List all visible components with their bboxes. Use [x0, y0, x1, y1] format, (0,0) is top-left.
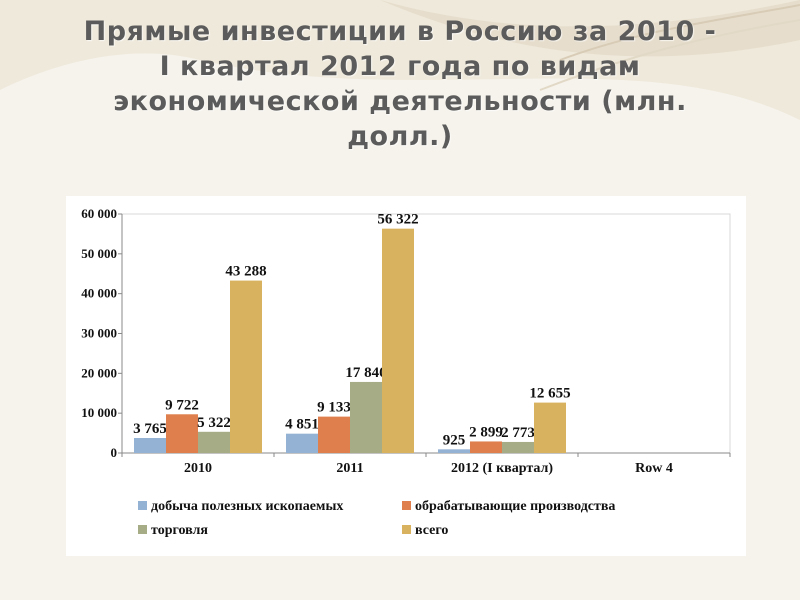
data-label: 2 899 [469, 424, 503, 440]
data-label: 56 322 [377, 212, 418, 228]
data-label: 925 [443, 432, 466, 448]
legend-swatch [402, 525, 411, 534]
legend-swatch [138, 525, 147, 534]
data-label: 3 765 [133, 421, 167, 437]
title-line-1: Прямые инвестиции в Россию за 2010 - [83, 16, 717, 47]
y-tick-label: 20 000 [81, 365, 117, 380]
bar [318, 416, 350, 453]
legend-swatch [402, 501, 411, 510]
title-line-4: долл.) [347, 121, 453, 152]
bar [230, 280, 262, 453]
bar [286, 433, 318, 453]
bar [534, 402, 566, 453]
bar [166, 414, 198, 453]
legend-swatch [138, 501, 147, 510]
chart-panel: 0 10 000 20 000 30 000 40 000 50 000 60 000 201… [66, 196, 746, 556]
y-tick-label: 60 000 [81, 206, 117, 221]
bar [350, 381, 382, 453]
bar [438, 449, 470, 453]
y-tick-label: 50 000 [81, 246, 117, 261]
category-label: Row 4 [635, 461, 673, 476]
bar [198, 431, 230, 453]
data-label: 9 133 [317, 400, 351, 416]
category-label: 2010 [184, 461, 212, 476]
slide-title: Прямые инвестиции в Россию за 2010 - I к… [0, 14, 800, 154]
title-line-3: экономической деятельности (млн. [113, 86, 687, 117]
bar [502, 441, 534, 453]
data-label: 4 851 [285, 417, 319, 433]
title-line-2: I квартал 2012 года по видам [159, 51, 641, 82]
y-tick-label: 0 [111, 445, 118, 460]
legend-label: торговля [151, 523, 208, 538]
bar [470, 441, 502, 453]
legend-label: всего [415, 523, 448, 538]
data-label: 12 655 [529, 386, 570, 402]
data-label: 43 288 [225, 264, 266, 280]
data-label: 5 322 [197, 415, 231, 431]
bar [382, 228, 414, 453]
data-label: 17 840 [345, 365, 386, 381]
y-tick-label: 10 000 [81, 405, 117, 420]
data-label: 9 722 [165, 397, 199, 413]
y-tick-label: 40 000 [81, 286, 117, 301]
category-label: 2012 (I квартал) [451, 461, 553, 476]
data-label: 2 773 [501, 425, 535, 441]
legend-label: обрабатывающие производства [415, 499, 615, 514]
category-label: 2011 [336, 461, 363, 476]
bar [134, 438, 166, 453]
bar-chart: 0 10 000 20 000 30 000 40 000 50 000 60 000 201… [81, 206, 731, 538]
plot-area [121, 213, 731, 454]
y-tick-label: 30 000 [81, 326, 117, 341]
legend-label: добыча полезных ископаемых [151, 499, 343, 514]
